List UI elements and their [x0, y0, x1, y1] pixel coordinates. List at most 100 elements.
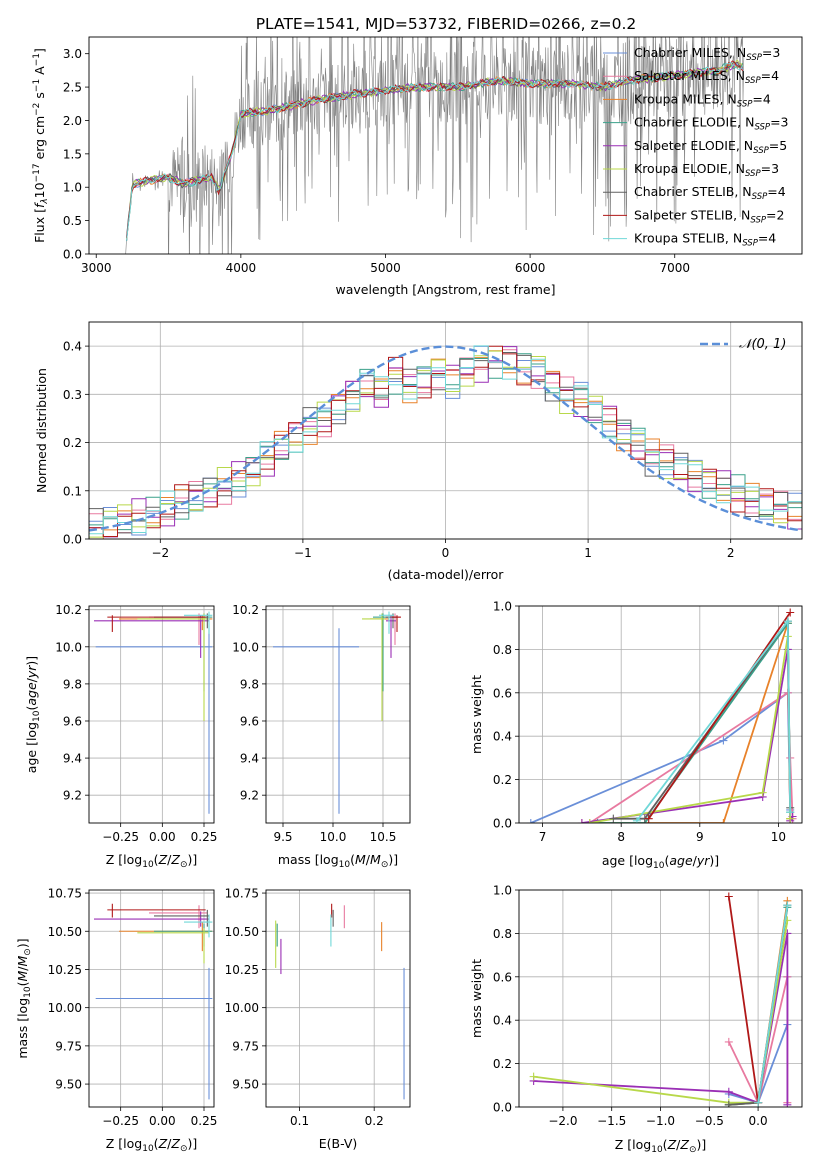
x-tick-label: −0.5 [695, 1114, 724, 1128]
legend-entry-label-part: SSP [745, 76, 761, 86]
weight-point [585, 819, 594, 823]
legend-entry-label-part: SSP [752, 192, 768, 202]
y-tick-label: 0.2 [493, 1057, 512, 1071]
weight-point [783, 901, 792, 910]
mass-vs-Z-panel: −0.25 0.00 0.25 9.50 9.75 10.00 10.25 10.50 10.7… [15, 887, 217, 1154]
y-tick-label: 10.50 [225, 925, 259, 939]
weight-lines [526, 608, 797, 823]
y-tick-label: 1.0 [63, 181, 82, 195]
y-axis-label-part: age [log [24, 722, 39, 773]
plot-frame [265, 605, 411, 824]
y-axis-label-part: f [32, 202, 47, 208]
legend-entry-label: Kroupa MILES, NSSP=4 [634, 91, 771, 109]
weight-line [530, 691, 792, 823]
weight-point [719, 736, 728, 745]
errorbars [94, 903, 213, 1100]
plot-frame [88, 321, 803, 540]
legend-entry-label-part: SSP [742, 239, 758, 249]
x-axis-label: wavelength [Angstrom, rest frame] [335, 282, 555, 297]
y-tick-label: 10.00 [48, 1001, 82, 1015]
x-tick-label: 0.00 [149, 830, 176, 844]
x-axis-label-part: ( [664, 853, 669, 868]
x-axis-label-part: Z [667, 1137, 677, 1152]
weight-point [754, 1098, 763, 1107]
x-axis-label-part: )] [187, 852, 197, 867]
x-axis-label-part: / [366, 852, 371, 867]
x-tick-label: 10 [771, 830, 786, 844]
x-tick-label: −1.0 [646, 1114, 675, 1128]
x-axis-label: (data-model)/error [388, 567, 505, 582]
legend-entry-label-part: SSP [754, 123, 770, 133]
x-tick-label: 0.25 [191, 1114, 218, 1128]
y-axis-label-part: ⊙ [23, 948, 33, 956]
legend-entry-label-part: =4 [752, 91, 770, 106]
spectrum-panel: 3000 4000 5000 6000 7000 0.0 0.5 1.0 1.5 2.0 2.5 3.… [32, 36, 803, 297]
y-tick-label: 10.25 [48, 963, 82, 977]
y-tick-label: 10.75 [225, 887, 259, 901]
x-axis-label-part: 10 [653, 861, 665, 871]
x-tick-label: 2 [727, 546, 735, 560]
y-tick-label: 0.1 [63, 484, 82, 498]
x-tick-label: 10.5 [370, 830, 397, 844]
x-tick-label: 0 [442, 546, 450, 560]
weight-line [727, 896, 759, 1103]
y-tick-label: 2.5 [63, 81, 82, 95]
weight-point [786, 608, 795, 617]
x-tick-label: −0.25 [102, 830, 139, 844]
x-axis-label: Z [log10(Z/Z⊙)] [106, 852, 198, 870]
y-tick-label: 9.4 [240, 752, 259, 766]
y-axis-label-part: A [32, 66, 47, 79]
x-axis-label-part: / [167, 1136, 172, 1151]
weight-point [758, 788, 767, 797]
legend-entry-label-part: =4 [761, 68, 779, 83]
y-tick-label: 0.4 [63, 340, 82, 354]
legend-entry-label-part: Salpeter STELIB, N [634, 207, 750, 222]
y-tick-label: 0.2 [63, 436, 82, 450]
y-tick-label: 9.50 [55, 1078, 82, 1092]
x-axis-label-part: ( [154, 1136, 159, 1151]
x-axis-label-part: Z [170, 1136, 180, 1151]
x-axis-label-part: Z [log [106, 852, 142, 867]
x-axis-label-part: ( [350, 852, 355, 867]
y-tick-label: 2.0 [63, 114, 82, 128]
weight-point [724, 1100, 733, 1107]
y-axis-label-part: mass [log [15, 998, 30, 1059]
y-tick-label: 0.2 [493, 773, 512, 787]
x-tick-label: 9.5 [273, 830, 292, 844]
legend-entry-label-part: =4 [767, 184, 785, 199]
y-tick-label: 10.50 [48, 925, 82, 939]
x-axis-label-part: Z [158, 1136, 168, 1151]
x-axis-label-part: Z [170, 852, 180, 867]
y-axis-label-part: Flux [ [32, 208, 47, 243]
x-axis-label-part: 10 [651, 1145, 663, 1155]
y-axis-label-part: )] [24, 656, 39, 666]
plot-frame [265, 889, 411, 1108]
y-tick-label: 9.75 [55, 1039, 82, 1053]
y-tick-label: 3.0 [63, 47, 82, 61]
y-tick-label: 0.0 [493, 1101, 512, 1115]
y-axis-label-part: erg cm [32, 116, 47, 164]
errorbars [275, 903, 405, 1100]
plot-frame [88, 889, 215, 1108]
plot-frame [518, 605, 803, 824]
y-tick-label: 0.4 [493, 1014, 512, 1028]
x-axis-label-part: ⊙ [180, 860, 188, 870]
y-tick-label: 1.0 [493, 884, 512, 898]
weight-point [526, 819, 535, 823]
x-axis-label-part: ⊙ [180, 1144, 188, 1154]
y-axis-label-part: M [15, 971, 30, 982]
x-axis-label-part: )] [187, 1136, 197, 1151]
legend-entry-label-part: Chabrier STELIB, N [634, 184, 752, 199]
spectrum-lines [125, 37, 745, 254]
age-vs-Z-panel: −0.25 0.00 0.259.29.49.69.810.010.2Z [log1… [24, 603, 217, 870]
x-tick-label: −2 [151, 546, 169, 560]
errorbars [94, 611, 213, 814]
y-tick-label: 0.6 [493, 970, 512, 984]
legend-entry-label-part: =5 [769, 138, 787, 153]
x-tick-label: 7000 [659, 261, 690, 275]
x-tick-label: 0.1 [290, 1114, 309, 1128]
x-axis-label-part: age [log [602, 853, 653, 868]
y-tick-label: 9.2 [240, 789, 259, 803]
legend-entry-label-part: Chabrier MILES, N [634, 45, 746, 60]
